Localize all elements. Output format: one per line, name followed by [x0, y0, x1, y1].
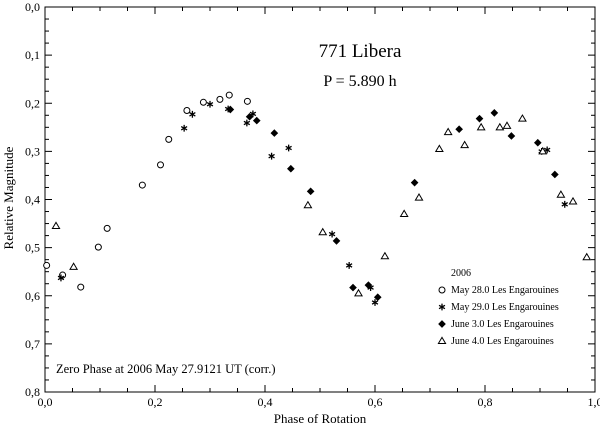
data-point-may-28-0-les-engarouines [243, 97, 251, 105]
legend-title: 2006 [451, 268, 471, 279]
legend-marker [438, 320, 446, 328]
data-point-may-29-0-les-engarouines [206, 100, 214, 108]
data-point-may-28-0-les-engarouines [216, 95, 224, 103]
plot-area: 0,0 0,2 0,4 0,6 0,8 1,0 0,0 0,1 0,2 0,3 0,4 0,5 0,6 0… [25, 0, 600, 409]
y-tick-label: 0,5 [25, 241, 40, 255]
x-tick-label: 0,6 [368, 395, 383, 409]
data-point-june-3-0-les-engarouines [551, 170, 559, 179]
y-tick-label: 0,0 [25, 0, 40, 14]
data-point-june-3-0-les-engarouines [410, 178, 419, 187]
chart-title: 771 Libera [319, 41, 402, 62]
data-point-june-4-0-les-engarouines [443, 127, 453, 136]
y-tick-label: 0,3 [25, 144, 40, 158]
data-point-may-29-0-les-engarouines [243, 119, 251, 127]
data-point-may-28-0-les-engarouines [165, 135, 173, 143]
data-point-june-4-0-les-engarouines [495, 122, 505, 131]
data-point-june-3-0-les-engarouines [490, 109, 499, 117]
data-point-june-3-0-les-engarouines [245, 112, 254, 121]
data-point-june-4-0-les-engarouines [460, 140, 470, 149]
data-point-june-3-0-les-engarouines [455, 125, 463, 134]
data-point-june-3-0-les-engarouines [364, 281, 373, 289]
data-point-june-3-0-les-engarouines [252, 116, 261, 125]
x-tick-label: 0,0 [38, 395, 53, 409]
data-point-june-4-0-les-engarouines [517, 114, 527, 122]
legend-entry: June 3.0 Les Engarouines [451, 319, 554, 330]
data-point-may-29-0-les-engarouines [180, 124, 188, 132]
legend-marker [438, 303, 446, 311]
data-point-june-3-0-les-engarouines [226, 105, 235, 114]
data-point-may-28-0-les-engarouines [183, 106, 191, 114]
data-point-may-28-0-les-engarouines [43, 261, 51, 269]
data-point-may-29-0-les-engarouines [268, 152, 275, 160]
data-point-june-4-0-les-engarouines [69, 262, 79, 270]
plot-frame [44, 6, 596, 393]
data-point-june-4-0-les-engarouines [556, 190, 566, 198]
x-tick-label: 0,8 [478, 395, 493, 409]
data-point-june-4-0-les-engarouines [582, 252, 592, 261]
x-tick-label: 1,0 [588, 395, 600, 409]
data-point-may-28-0-les-engarouines [199, 98, 207, 106]
data-point-may-29-0-les-engarouines [189, 110, 196, 118]
data-point-may-28-0-les-engarouines [94, 243, 102, 251]
x-axis-title: Phase of Rotation [274, 411, 367, 426]
zero-phase-annotation: Zero Phase at 2006 May 27.9121 UT (corr.… [56, 362, 276, 376]
data-point-june-3-0-les-engarouines [306, 187, 315, 196]
y-tick-label: 0,6 [25, 289, 40, 303]
data-point-may-29-0-les-engarouines [328, 230, 336, 238]
legend-entry: May 28.0 Les Engarouines [451, 285, 559, 296]
y-tick-label: 0,2 [25, 96, 40, 110]
data-point-june-4-0-les-engarouines [318, 227, 328, 236]
chart-subtitle: P = 5.890 h [323, 73, 396, 90]
data-point-may-28-0-les-engarouines [103, 224, 111, 232]
data-point-may-29-0-les-engarouines [57, 274, 65, 282]
data-point-may-28-0-les-engarouines [77, 283, 85, 291]
data-point-june-4-0-les-engarouines [399, 209, 409, 217]
data-point-june-4-0-les-engarouines [354, 288, 363, 297]
y-tick-label: 0,7 [25, 337, 40, 351]
data-point-june-3-0-les-engarouines [287, 164, 295, 173]
legend-marker [437, 336, 447, 345]
data-point-june-4-0-les-engarouines [476, 122, 486, 131]
data-point-june-4-0-les-engarouines [51, 221, 61, 229]
data-point-june-3-0-les-engarouines [332, 237, 341, 245]
x-tick-label: 0,4 [258, 395, 273, 409]
data-point-june-3-0-les-engarouines [270, 129, 279, 137]
data-point-may-28-0-les-engarouines [157, 161, 164, 169]
legend: May 28.0 Les Engarouines May 29.0 Les Eng… [437, 285, 559, 347]
data-point-may-28-0-les-engarouines [138, 181, 146, 189]
data-point-june-3-0-les-engarouines [475, 114, 484, 123]
x-tick-label: 0,2 [148, 395, 163, 409]
data-point-may-29-0-les-engarouines [345, 262, 353, 269]
data-point-may-29-0-les-engarouines [285, 144, 292, 152]
data-point-june-4-0-les-engarouines [434, 144, 444, 152]
data-point-june-4-0-les-engarouines [303, 200, 313, 209]
data-point-may-28-0-les-engarouines [225, 91, 233, 99]
data-point-june-4-0-les-engarouines [538, 146, 548, 155]
legend-entry: May 29.0 Les Engarouines [451, 302, 559, 313]
data-point-june-4-0-les-engarouines [502, 121, 512, 129]
y-axis-title: Relative Magnitude [1, 146, 16, 249]
data-point-may-29-0-les-engarouines [561, 200, 569, 208]
y-tick-label: 0,1 [25, 48, 40, 62]
data-point-june-3-0-les-engarouines [349, 283, 357, 292]
legend-marker [438, 286, 446, 294]
data-point-june-4-0-les-engarouines [414, 192, 424, 201]
data-point-june-3-0-les-engarouines [373, 293, 382, 302]
data-point-may-29-0-les-engarouines [371, 299, 379, 306]
y-tick-label: 0,8 [25, 385, 40, 399]
data-point-june-3-0-les-engarouines [533, 138, 542, 147]
data-point-june-4-0-les-engarouines [568, 196, 578, 205]
y-tick-label: 0,4 [25, 193, 40, 207]
legend-entry: June 4.0 Les Engarouines [451, 336, 554, 347]
data-point-june-4-0-les-engarouines [380, 251, 390, 260]
data-point-june-3-0-les-engarouines [507, 132, 516, 140]
